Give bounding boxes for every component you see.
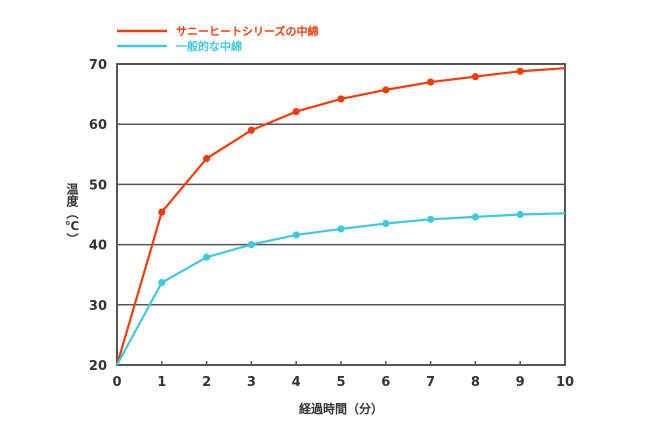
data-point — [471, 73, 479, 81]
x-tick-label: 2 — [202, 375, 211, 390]
x-tick-label: 8 — [471, 375, 480, 390]
ticks: 20 30 40 50 60 70 0 1 2 3 4 5 6 7 8 9 10 — [89, 58, 574, 390]
data-point — [516, 210, 524, 219]
y-tick-label: 30 — [89, 299, 107, 314]
data-point — [158, 208, 166, 216]
y-tick-label: 40 — [89, 239, 107, 254]
y-tick-label: 20 — [89, 359, 107, 374]
y-tick-label: 70 — [89, 58, 107, 73]
x-tick-label: 3 — [247, 375, 256, 390]
data-point — [292, 231, 300, 239]
data-point — [203, 253, 211, 261]
data-point — [516, 67, 524, 75]
series-line — [116, 212, 566, 366]
data-point — [427, 78, 435, 86]
series-group — [115, 67, 566, 366]
x-tick-label: 10 — [556, 375, 574, 390]
data-point — [337, 225, 345, 233]
data-point — [292, 107, 300, 116]
y-tick-label: 50 — [89, 178, 107, 193]
data-point — [247, 126, 255, 134]
legend-label: サニーヒートシリーズの中綿 — [176, 24, 318, 38]
x-tick-label: 0 — [112, 375, 121, 390]
y-tick-label: 60 — [89, 118, 107, 133]
x-tick-label: 6 — [381, 375, 390, 390]
data-point — [427, 215, 435, 223]
plot-frame — [116, 63, 566, 366]
y-axis-label: 温度（℃） — [65, 183, 79, 245]
x-tick-label: 7 — [426, 375, 435, 390]
data-point — [337, 95, 345, 103]
legend-label: 一般的な中綿 — [176, 39, 242, 53]
x-tick-label: 5 — [336, 375, 345, 390]
data-point — [382, 86, 390, 94]
x-tick-label: 1 — [157, 375, 166, 390]
data-point — [203, 154, 211, 163]
x-tick-label: 9 — [516, 375, 525, 390]
data-point — [382, 219, 390, 228]
data-point — [158, 278, 166, 287]
grid — [116, 63, 566, 366]
data-point — [247, 241, 255, 249]
x-tick-label: 4 — [292, 375, 301, 390]
x-axis-label: 経過時間（分） — [299, 401, 383, 416]
data-point — [471, 213, 479, 221]
